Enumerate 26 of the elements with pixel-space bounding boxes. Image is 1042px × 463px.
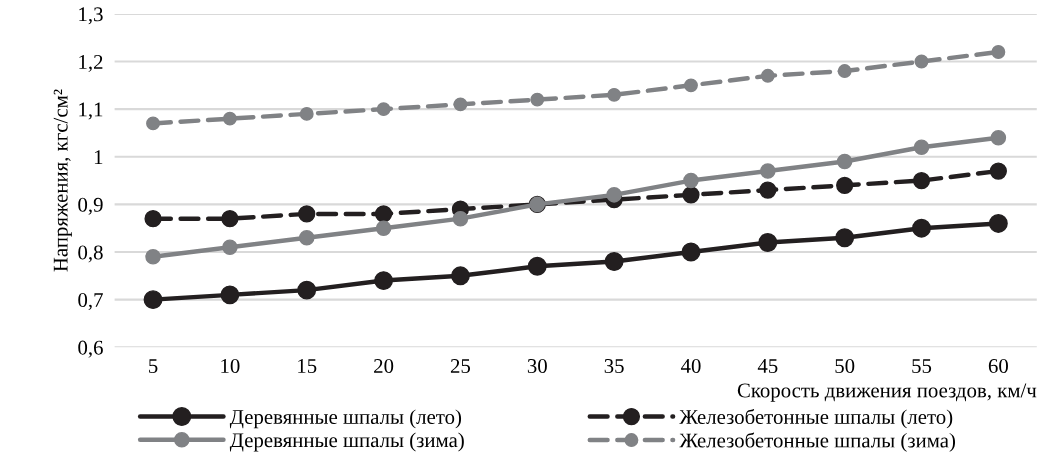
x-tick-label: 5 [149,359,158,374]
legend-label: Деревянные шпалы (лето) [229,409,462,429]
x-tick-label: 55 [912,359,932,374]
y-tick-label: 1 [94,150,103,164]
x-tick-label: 20 [374,358,394,374]
x-tick-label: 45 [757,359,778,374]
x-tick-label: 25 [450,359,471,374]
x-tick-label: 10 [221,358,240,374]
x-axis-title: Скорость движения поездов, км/ч [737,383,1037,402]
x-tick-label: 40 [680,358,701,374]
legend-label: Железобетонные шпалы (зима) [679,432,956,452]
x-tick-label: 35 [604,359,624,374]
legend-label: Железобетонные шпалы (лето) [679,408,953,429]
y-tick-label: 0,7 [78,293,103,311]
y-tick-label: 1,3 [79,7,103,25]
x-tick-label: 50 [835,358,855,374]
x-tick-label: 60 [988,358,1008,374]
y-tick-label: 1,2 [79,54,103,72]
y-tick-label: 1,1 [79,102,103,120]
x-tick-label: 30 [527,358,547,374]
legend-label: Деревянные шпалы (зима) [229,432,464,452]
x-tick-label: 15 [298,359,317,374]
y-tick-label: 0,6 [78,340,103,358]
y-tick-label: 0,9 [78,197,103,215]
y-axis-title: Напряжения, кгс/см² [53,89,72,272]
y-tick-label: 0,8 [78,245,103,263]
